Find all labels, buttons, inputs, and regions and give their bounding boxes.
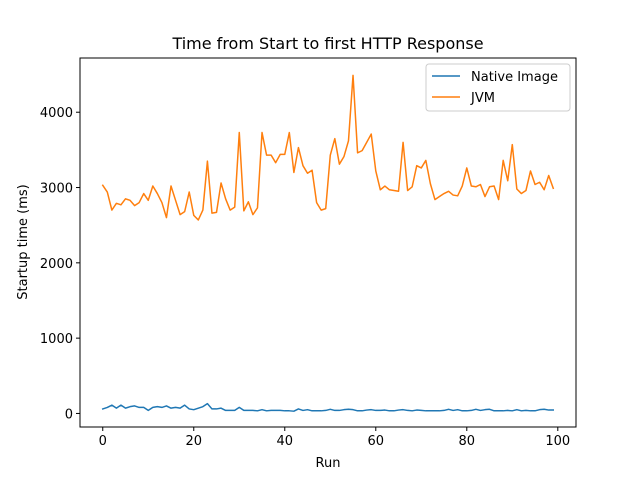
plot-area xyxy=(101,74,555,412)
x-tick-label: 20 xyxy=(185,434,202,449)
x-axis: 0 20 40 60 80 100 xyxy=(99,427,570,449)
chart-title: Time from Start to first HTTP Response xyxy=(171,34,483,53)
x-tick-label: 80 xyxy=(459,434,476,449)
x-axis-title: Run xyxy=(316,456,341,471)
x-tick-label: 100 xyxy=(545,434,570,449)
y-tick-label: 3000 xyxy=(40,182,73,197)
legend-box xyxy=(425,63,571,112)
series-line-native-image xyxy=(101,402,554,412)
y-tick-label: 4000 xyxy=(40,106,73,121)
y-tick-label: 1000 xyxy=(40,332,73,347)
plot-frame xyxy=(79,57,577,428)
x-tick-label: 60 xyxy=(368,434,385,449)
y-tick-label: 2000 xyxy=(40,257,73,272)
series-line-jvm xyxy=(101,74,555,221)
legend: Native Image JVM xyxy=(425,63,571,112)
y-axis-title: Startup time (ms) xyxy=(16,184,31,299)
legend-label: Native Image xyxy=(471,70,558,85)
x-tick-label: 40 xyxy=(276,434,293,449)
y-axis: 0 1000 2000 3000 4000 xyxy=(40,106,80,422)
y-tick-label: 0 xyxy=(65,407,73,422)
legend-label: JVM xyxy=(470,91,495,106)
x-tick-label: 0 xyxy=(99,434,107,449)
